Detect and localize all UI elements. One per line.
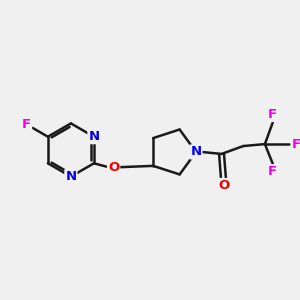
Text: F: F	[292, 138, 300, 151]
Text: O: O	[218, 179, 229, 192]
Text: N: N	[65, 170, 76, 183]
Text: F: F	[268, 165, 277, 178]
Text: N: N	[88, 130, 100, 143]
Text: N: N	[190, 146, 202, 158]
Text: O: O	[108, 161, 119, 174]
Text: F: F	[268, 108, 277, 121]
Text: F: F	[22, 118, 31, 131]
